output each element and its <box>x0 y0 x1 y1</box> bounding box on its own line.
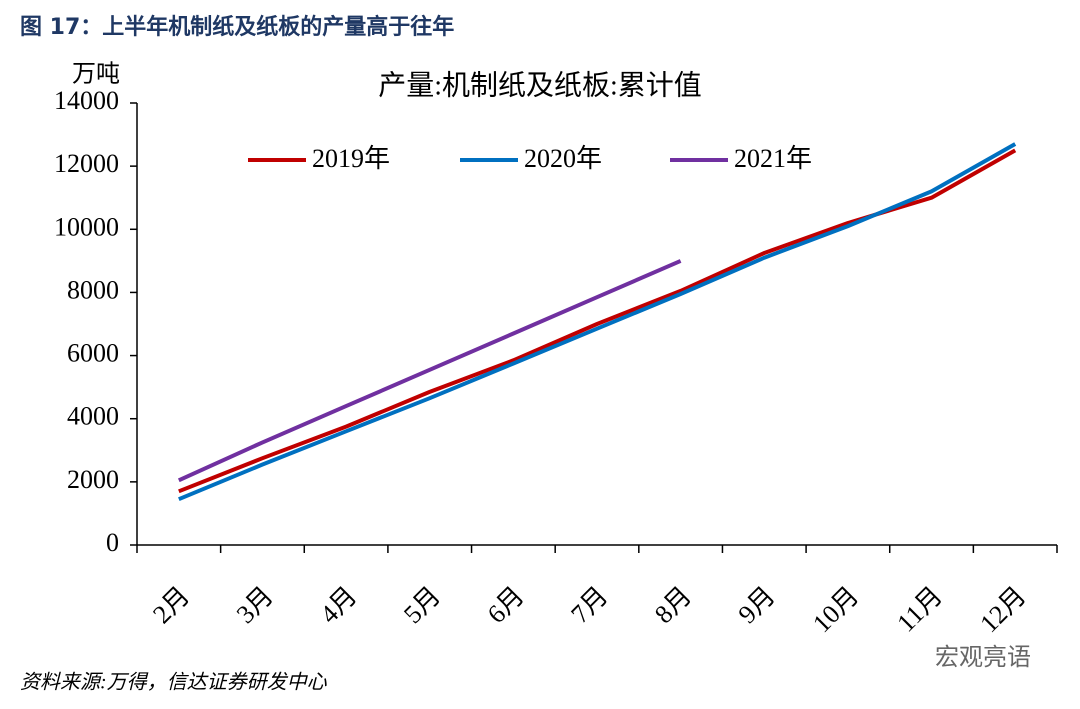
line-series <box>178 142 1017 502</box>
y-tick-label: 0 <box>106 528 119 557</box>
y-axis-unit: 万吨 <box>72 61 120 88</box>
y-tick-label: 4000 <box>67 402 119 431</box>
y-tick-label: 2000 <box>67 465 119 494</box>
legend-label: 2021年 <box>734 144 812 173</box>
watermark: 宏观亮语 <box>935 643 1031 671</box>
y-tick-label: 8000 <box>67 275 119 304</box>
line-series <box>177 259 682 483</box>
y-tick-label: 12000 <box>54 149 119 178</box>
source-note: 资料来源:万得，信达证券研发中心 <box>20 672 328 694</box>
legend-label: 2020年 <box>524 144 602 173</box>
y-tick-label: 6000 <box>67 339 119 368</box>
figure-title: 图 17：上半年机制纸及纸板的产量高于往年 <box>20 14 454 40</box>
y-tick-label: 10000 <box>54 212 119 241</box>
chart-title: 产量:机制纸及纸板:累计值 <box>378 69 702 101</box>
legend-label: 2019年 <box>312 144 390 173</box>
y-tick-label: 14000 <box>54 86 119 115</box>
